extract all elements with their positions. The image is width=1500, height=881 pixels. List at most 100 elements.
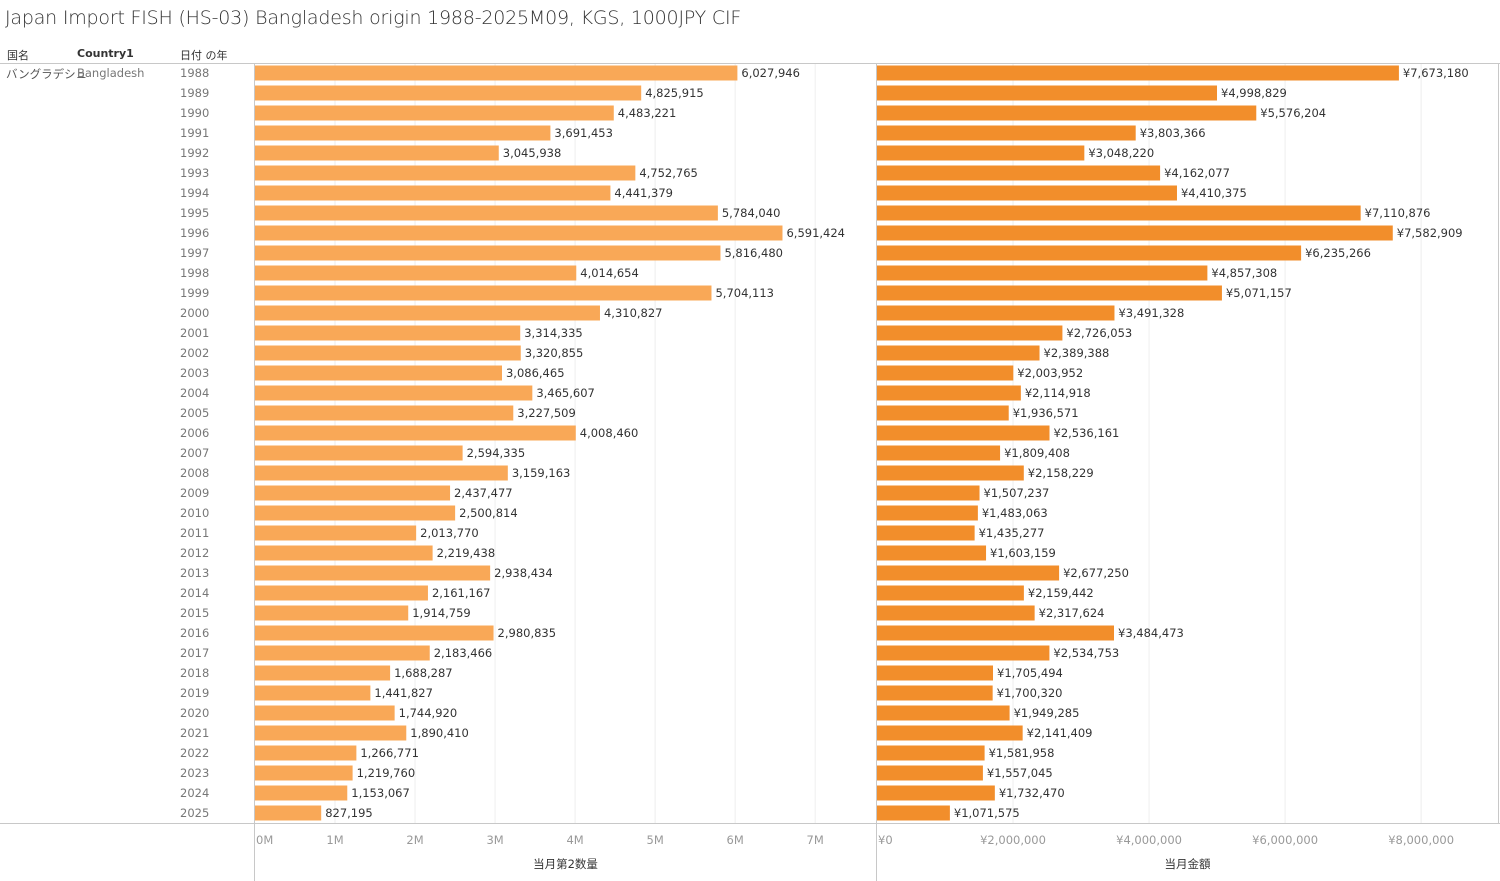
value-data-label: ¥2,141,409 (1027, 726, 1093, 740)
value-data-label: ¥6,235,266 (1305, 246, 1371, 260)
value-data-label: ¥5,071,157 (1226, 286, 1292, 300)
value-bar (877, 285, 1222, 301)
year-label: 2017 (180, 646, 210, 660)
quantity-data-label: 2,938,434 (494, 566, 553, 580)
year-label: 1994 (180, 186, 210, 200)
year-label: 2024 (180, 786, 210, 800)
quantity-data-label: 4,825,915 (645, 86, 704, 100)
quantity-bar (255, 165, 636, 181)
value-bar (877, 325, 1063, 341)
value-bar (877, 65, 1399, 81)
value-data-label: ¥4,410,375 (1181, 186, 1247, 200)
value-data-label: ¥4,162,077 (1164, 166, 1230, 180)
value-bar (877, 585, 1024, 601)
header-year[interactable]: 日付 の年 (180, 49, 228, 62)
value-bar (877, 225, 1393, 241)
quantity-bar (255, 145, 499, 161)
value-data-label: ¥2,114,918 (1025, 386, 1091, 400)
value-bar (877, 245, 1302, 261)
value-bar (877, 685, 993, 701)
year-label: 2007 (180, 446, 210, 460)
chart-title: Japan Import FISH (HS-03) Bangladesh ori… (5, 7, 742, 29)
quantity-bar (255, 325, 521, 341)
quantity-data-label: 2,219,438 (437, 546, 496, 560)
value-bar (877, 185, 1177, 201)
quantity-data-label: 1,219,760 (357, 766, 416, 780)
quantity-data-label: 1,153,067 (351, 786, 410, 800)
quantity-bar (255, 345, 521, 361)
quantity-bar (255, 745, 357, 761)
value-data-label: ¥4,857,308 (1211, 266, 1277, 280)
year-label: 1991 (180, 126, 210, 140)
quantity-data-label: 827,195 (325, 806, 373, 820)
value-bar (877, 645, 1050, 661)
value-data-label: ¥3,491,328 (1118, 306, 1184, 320)
value-data-label: ¥4,998,829 (1221, 86, 1287, 100)
year-label: 2004 (180, 386, 210, 400)
quantity-bar (255, 305, 600, 321)
header-country1[interactable]: Country1 (77, 47, 134, 60)
header-divider (0, 63, 1500, 64)
value-bar (877, 665, 994, 681)
value-data-label: ¥1,603,159 (990, 546, 1056, 560)
quantity-bar (255, 505, 456, 521)
value-data-label: ¥2,536,161 (1054, 426, 1120, 440)
quantity-tick-label: 0M (256, 833, 273, 847)
quantity-bar (255, 645, 430, 661)
quantity-data-label: 6,027,946 (741, 66, 800, 80)
year-label: 1998 (180, 266, 210, 280)
quantity-data-label: 2,437,477 (454, 486, 513, 500)
value-tick-label: ¥8,000,000 (1388, 833, 1454, 847)
value-data-label: ¥2,159,442 (1028, 586, 1094, 600)
quantity-bar (255, 385, 533, 401)
quantity-data-label: 6,591,424 (786, 226, 845, 240)
quantity-data-label: 1,914,759 (412, 606, 471, 620)
year-label: 2003 (180, 366, 210, 380)
value-data-label: ¥1,507,237 (984, 486, 1050, 500)
value-bar (877, 125, 1136, 141)
quantity-data-label: 3,045,938 (503, 146, 562, 160)
value-bar (877, 305, 1115, 321)
value-bar (877, 85, 1218, 101)
quantity-data-label: 3,086,465 (506, 366, 565, 380)
year-label: 2018 (180, 666, 210, 680)
year-label: 2014 (180, 586, 210, 600)
quantity-data-label: 1,688,287 (394, 666, 453, 680)
quantity-bar (255, 365, 502, 381)
quantity-axis-title: 当月第2数量 (533, 857, 598, 871)
quantity-tick-label: 3M (486, 833, 503, 847)
quantity-bar (255, 605, 409, 621)
quantity-data-label: 2,183,466 (434, 646, 493, 660)
quantity-tick-label: 4M (566, 833, 583, 847)
value-data-label: ¥3,484,473 (1118, 626, 1184, 640)
quantity-bar (255, 765, 353, 781)
quantity-bar (255, 705, 395, 721)
quantity-bar (255, 585, 428, 601)
value-data-label: ¥3,803,366 (1140, 126, 1206, 140)
value-tick-label: ¥4,000,000 (1116, 833, 1182, 847)
year-label: 2015 (180, 606, 210, 620)
year-label: 1988 (180, 66, 210, 80)
value-data-label: ¥1,483,063 (982, 506, 1048, 520)
pane-divider-right (1498, 63, 1499, 823)
value-data-label: ¥2,317,624 (1039, 606, 1105, 620)
quantity-bar (255, 85, 642, 101)
quantity-bar (255, 225, 783, 241)
year-label: 2023 (180, 766, 210, 780)
value-bar (877, 625, 1115, 641)
year-label: 1993 (180, 166, 210, 180)
quantity-bar (255, 445, 463, 461)
value-bar (877, 505, 978, 521)
value-data-label: ¥1,732,470 (999, 786, 1065, 800)
year-label: 2022 (180, 746, 210, 760)
value-data-label: ¥1,949,285 (1014, 706, 1080, 720)
quantity-data-label: 3,320,855 (525, 346, 584, 360)
year-label: 1997 (180, 246, 210, 260)
header-country-ja[interactable]: 国名 (7, 49, 29, 62)
quantity-data-label: 3,227,509 (517, 406, 576, 420)
value-data-label: ¥2,158,229 (1028, 466, 1094, 480)
value-bar (877, 785, 995, 801)
value-bar (877, 445, 1001, 461)
year-label: 1999 (180, 286, 210, 300)
year-label: 2025 (180, 806, 210, 820)
